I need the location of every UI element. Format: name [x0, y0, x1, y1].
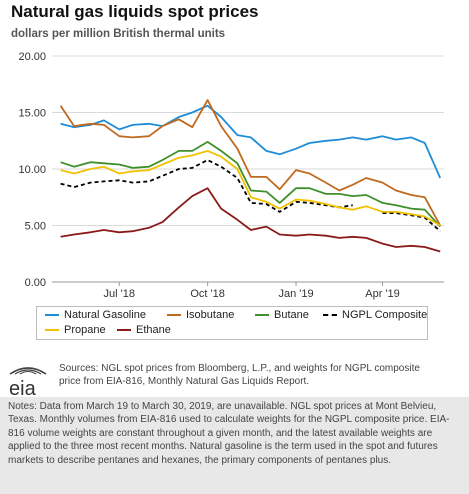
y-tick-label: 5.00 — [25, 221, 46, 233]
legend-label: Isobutane — [186, 309, 235, 321]
x-tick-label: Apr '19 — [365, 288, 400, 300]
x-tick-label: Jan '19 — [278, 288, 313, 300]
legend-label: NGPL Composite — [342, 309, 428, 321]
legend-item-ethane: Ethane — [117, 324, 171, 336]
x-tick-label: Jul '18 — [104, 288, 135, 300]
series-line-propane — [60, 150, 441, 227]
y-tick-label: 15.00 — [18, 108, 46, 120]
legend-item-natural-gasoline: Natural Gasoline — [45, 309, 146, 321]
legend-label: Natural Gasoline — [64, 309, 146, 321]
legend-swatch — [323, 314, 337, 316]
x-tick-label: Oct '18 — [190, 288, 225, 300]
line-chart: 0.00 5.00 10.00 15.00 20.00 Jul '18 Oct '18 Jan… — [18, 51, 444, 300]
series-line-ethane — [60, 187, 441, 253]
page-title: Natural gas liquids spot prices — [11, 2, 259, 21]
legend-swatch — [167, 314, 181, 316]
series-line-isobutane — [59, 99, 441, 226]
legend-label: Butane — [274, 309, 309, 321]
eia-logo: eia — [9, 367, 47, 400]
legend-swatch — [45, 329, 59, 331]
legend-swatch — [117, 329, 131, 331]
chart-subtitle: dollars per million British thermal unit… — [11, 28, 226, 40]
chart-notes: Notes: Data from March 19 to March 30, 2… — [0, 397, 469, 494]
y-tick-label: 20.00 — [18, 51, 46, 63]
series-line-ngpl-composite — [60, 159, 441, 232]
legend-item-ngpl-composite: NGPL Composite — [323, 309, 427, 321]
y-tick-label: 0.00 — [25, 277, 46, 289]
legend-label: Propane — [64, 324, 106, 336]
legend-item-butane: Butane — [255, 309, 309, 321]
chart-legend: Natural Gasoline Isobutane Butane NGPL C… — [36, 306, 428, 340]
chart-sources: Sources: NGL spot prices from Bloomberg,… — [59, 363, 420, 387]
series-line-natural-gasoline — [60, 104, 442, 179]
legend-item-isobutane: Isobutane — [167, 309, 234, 321]
logo-wordmark: eia — [9, 378, 37, 400]
legend-item-propane: Propane — [45, 324, 106, 336]
legend-label: Ethane — [136, 324, 171, 336]
legend-swatch — [45, 314, 59, 316]
series-line-butane — [60, 141, 441, 228]
legend-swatch — [255, 314, 269, 316]
y-tick-label: 10.00 — [18, 164, 46, 176]
